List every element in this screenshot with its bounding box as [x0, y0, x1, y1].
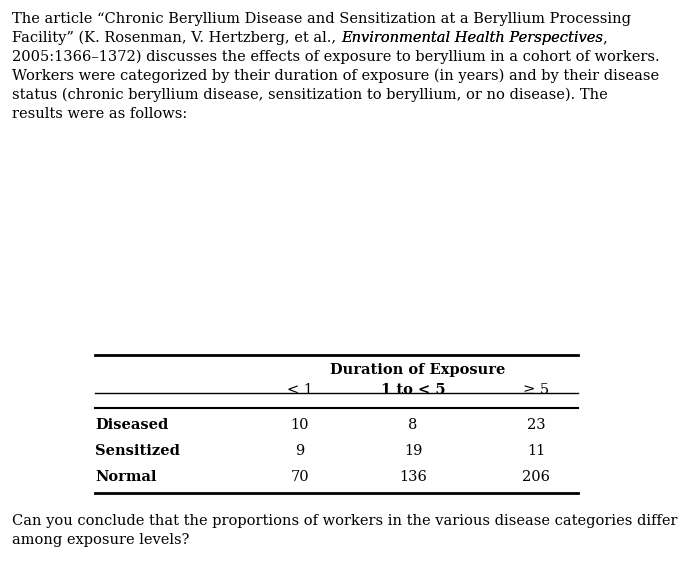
Text: 206: 206: [522, 470, 550, 484]
Text: 9: 9: [296, 444, 305, 458]
Text: 1 to < 5: 1 to < 5: [381, 383, 445, 397]
Text: Duration of Exposure: Duration of Exposure: [330, 363, 506, 377]
Text: ,: ,: [603, 31, 608, 45]
Text: 11: 11: [527, 444, 545, 458]
Text: Sensitized: Sensitized: [95, 444, 180, 458]
Text: 19: 19: [404, 444, 422, 458]
Text: 136: 136: [399, 470, 427, 484]
Text: ≥ 5: ≥ 5: [523, 383, 549, 397]
Text: < 1: < 1: [287, 383, 313, 397]
Text: 70: 70: [291, 470, 309, 484]
Text: results were as follows:: results were as follows:: [12, 107, 187, 121]
Text: Normal: Normal: [95, 470, 156, 484]
Text: Facility” (K. Rosenman, V. Hertzberg, et al.,: Facility” (K. Rosenman, V. Hertzberg, et…: [12, 31, 341, 45]
Text: Environmental Health Perspectives: Environmental Health Perspectives: [341, 31, 603, 45]
Text: Workers were categorized by their duration of exposure (in years) and by their d: Workers were categorized by their durati…: [12, 69, 659, 83]
Text: 10: 10: [291, 418, 309, 432]
Text: 8: 8: [409, 418, 418, 432]
Text: 2005:1366–1372) discusses the effects of exposure to beryllium in a cohort of wo: 2005:1366–1372) discusses the effects of…: [12, 50, 659, 65]
Text: status (chronic beryllium disease, sensitization to beryllium, or no disease). T: status (chronic beryllium disease, sensi…: [12, 88, 608, 102]
Text: Can you conclude that the proportions of workers in the various disease categori: Can you conclude that the proportions of…: [12, 514, 677, 528]
Text: Environmental Health Perspectives: Environmental Health Perspectives: [341, 31, 603, 45]
Text: among exposure levels?: among exposure levels?: [12, 533, 189, 547]
Text: 23: 23: [526, 418, 545, 432]
Text: Diseased: Diseased: [95, 418, 168, 432]
Text: The article “Chronic Beryllium Disease and Sensitization at a Beryllium Processi: The article “Chronic Beryllium Disease a…: [12, 12, 631, 26]
